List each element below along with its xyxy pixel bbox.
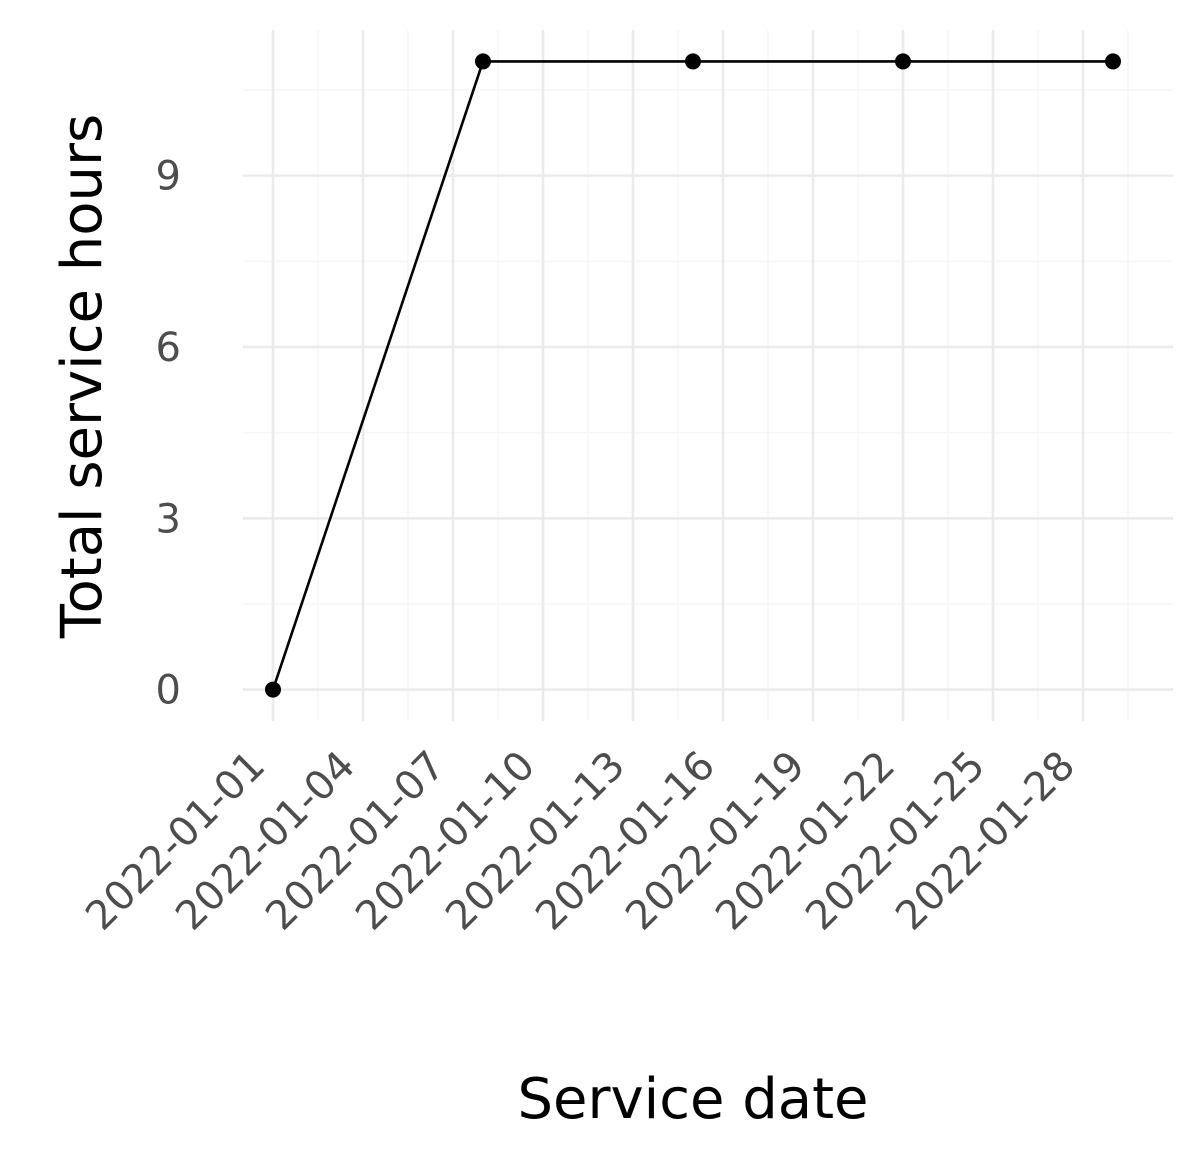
y-tick-label: 6 [156,325,181,371]
data-point [1105,53,1121,70]
data-point [685,53,701,70]
x-axis-title: Service date [517,1067,868,1132]
y-axis-title: Total service hours [50,114,115,639]
y-tick-label: 0 [156,668,181,714]
x-axis-tick-labels: 2022-01-012022-01-042022-01-072022-01-10… [77,743,1084,940]
y-tick-label: 9 [156,154,181,200]
major-gridlines [243,30,1173,721]
minor-gridlines [243,30,1173,721]
series-layer [265,53,1121,698]
data-point [895,53,911,70]
series-line [271,60,1113,691]
data-point [475,53,491,70]
y-tick-label: 3 [156,496,181,542]
data-point [265,681,281,698]
y-axis-tick-labels: 0 3 6 9 [156,154,181,714]
